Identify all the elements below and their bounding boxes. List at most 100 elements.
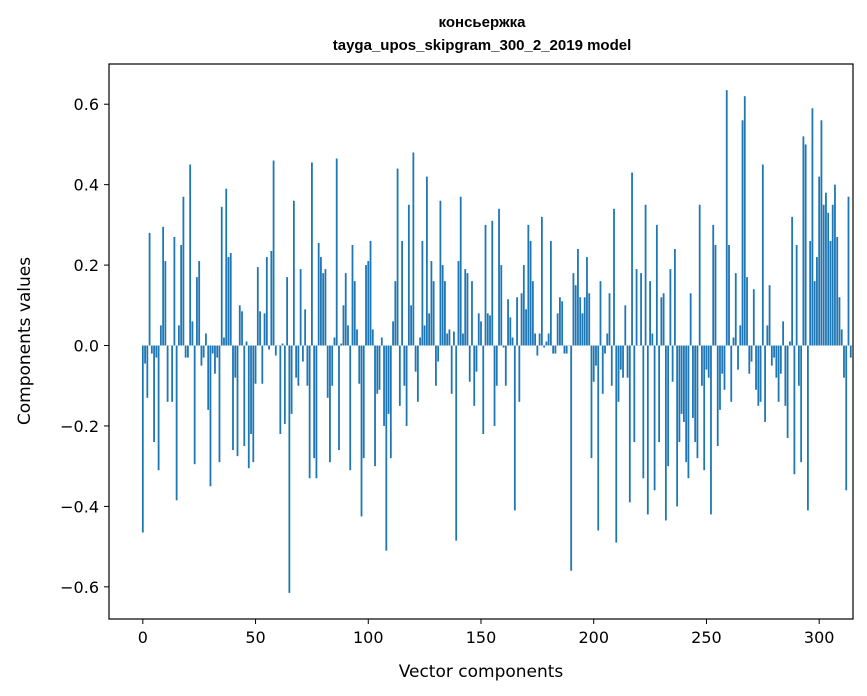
bar xyxy=(171,345,174,402)
bar xyxy=(761,164,764,346)
bar xyxy=(437,345,440,362)
bar xyxy=(290,345,293,414)
bar xyxy=(563,345,566,354)
bar xyxy=(414,345,417,372)
bar xyxy=(748,345,751,374)
x-tick-label: 100 xyxy=(353,628,384,647)
bar xyxy=(579,297,582,346)
bar xyxy=(782,321,785,346)
bar xyxy=(301,345,304,362)
bar xyxy=(493,345,496,426)
bar xyxy=(306,345,309,386)
bar xyxy=(459,196,462,346)
bar xyxy=(601,345,604,394)
bar xyxy=(295,345,298,378)
bar xyxy=(351,244,354,346)
bar xyxy=(788,341,791,346)
bar xyxy=(175,345,178,501)
bar xyxy=(849,345,852,358)
bar xyxy=(703,345,706,471)
bar xyxy=(401,240,403,346)
x-tick-label: 150 xyxy=(466,628,497,647)
bar xyxy=(759,345,762,402)
bar xyxy=(692,345,694,418)
bar xyxy=(486,313,489,346)
bar xyxy=(678,345,681,443)
bar xyxy=(347,325,349,346)
bar xyxy=(196,277,198,346)
bar xyxy=(843,345,845,378)
y-tick-label: −0.6 xyxy=(60,578,99,597)
bar xyxy=(561,301,564,346)
bar xyxy=(333,337,336,346)
bar xyxy=(559,297,561,346)
bar xyxy=(250,345,252,434)
bar xyxy=(822,204,825,346)
bar xyxy=(365,265,367,346)
bar xyxy=(698,204,701,346)
bar xyxy=(800,345,803,463)
bar xyxy=(448,329,451,346)
bar xyxy=(252,345,255,463)
bar xyxy=(525,309,527,346)
y-tick-label: −0.4 xyxy=(60,497,99,516)
bar xyxy=(491,220,494,346)
bar xyxy=(211,345,214,354)
bar xyxy=(360,345,363,517)
bar xyxy=(651,333,654,346)
bar xyxy=(477,313,480,346)
y-tick-label: 0.4 xyxy=(74,176,99,195)
bar xyxy=(245,341,248,346)
bar xyxy=(462,333,464,346)
bar xyxy=(320,257,322,346)
bar xyxy=(795,244,798,346)
bar xyxy=(653,345,656,491)
bar xyxy=(755,345,757,390)
bar xyxy=(471,281,473,346)
x-tick-label: 200 xyxy=(578,628,609,647)
bar xyxy=(793,345,796,475)
y-tick-label: 0.2 xyxy=(74,256,99,275)
bar xyxy=(227,257,230,346)
bar xyxy=(791,216,794,346)
bar xyxy=(565,345,568,354)
bar xyxy=(807,345,809,511)
bar xyxy=(750,345,753,362)
plot-frame xyxy=(108,63,854,620)
bar xyxy=(549,240,552,346)
bar xyxy=(383,345,385,426)
bar xyxy=(829,240,832,346)
bar xyxy=(628,345,631,503)
bar xyxy=(466,273,469,346)
chart-title: консьержка xyxy=(439,14,527,31)
bar xyxy=(622,345,624,378)
bar xyxy=(552,345,555,354)
bar xyxy=(446,333,449,346)
bar xyxy=(667,345,670,467)
bar xyxy=(272,160,275,346)
bar xyxy=(705,345,708,370)
bar xyxy=(518,345,521,402)
bar xyxy=(180,244,183,346)
bar xyxy=(773,345,775,358)
bar xyxy=(425,176,428,346)
bar xyxy=(238,305,241,346)
bar xyxy=(804,144,807,346)
bar xyxy=(177,325,180,346)
x-tick-label: 0 xyxy=(138,628,148,647)
bar xyxy=(265,257,268,346)
bar xyxy=(730,345,733,402)
bar xyxy=(816,257,818,346)
bar xyxy=(326,345,329,398)
bar xyxy=(574,285,577,346)
bar xyxy=(743,96,746,346)
bar xyxy=(577,249,579,346)
bar xyxy=(342,305,345,346)
bar xyxy=(737,345,739,370)
bar xyxy=(710,345,712,515)
bar xyxy=(374,345,376,467)
bar xyxy=(644,204,647,346)
bar xyxy=(610,345,613,386)
bar xyxy=(701,345,703,386)
bar xyxy=(173,236,176,346)
